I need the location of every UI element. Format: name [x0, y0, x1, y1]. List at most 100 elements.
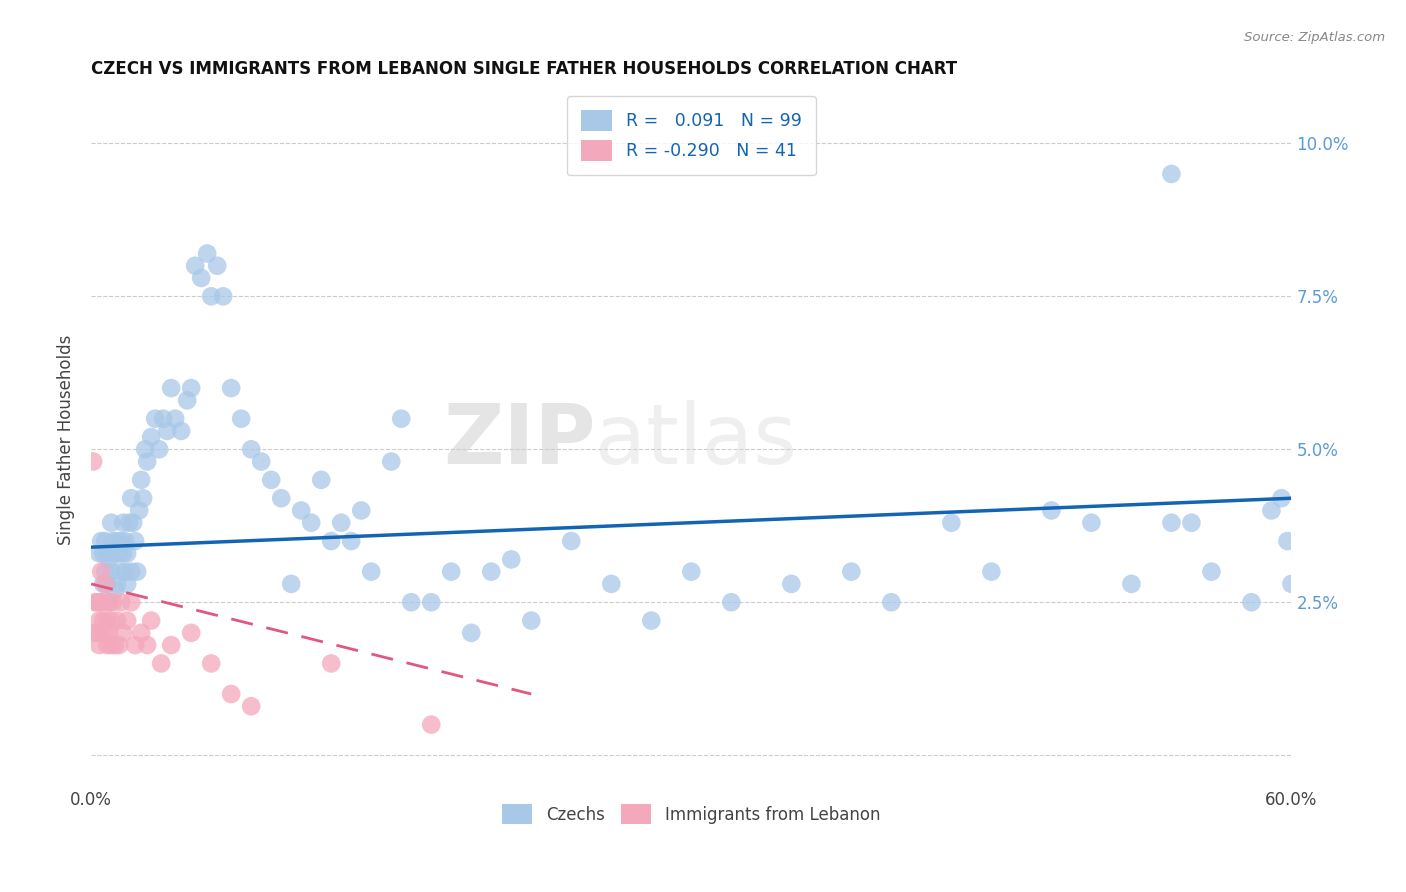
- Point: [86, 625, 108, 640]
- Point: [1201, 565, 1223, 579]
- Point: [290, 503, 312, 517]
- Point: [143, 411, 166, 425]
- Point: [96, 546, 118, 560]
- Text: CZECH VS IMMIGRANTS FROM LEBANON SINGLE FATHER HOUSEHOLDS CORRELATION CHART: CZECH VS IMMIGRANTS FROM LEBANON SINGLE …: [91, 60, 957, 78]
- Point: [84, 625, 107, 640]
- Point: [440, 565, 463, 579]
- Point: [600, 577, 623, 591]
- Point: [127, 565, 149, 579]
- Point: [160, 638, 183, 652]
- Point: [101, 595, 124, 609]
- Point: [90, 534, 112, 549]
- Point: [231, 411, 253, 425]
- Point: [89, 595, 111, 609]
- Point: [720, 595, 742, 609]
- Point: [195, 246, 218, 260]
- Point: [880, 595, 903, 609]
- Point: [340, 534, 363, 549]
- Point: [115, 614, 138, 628]
- Point: [94, 565, 117, 579]
- Point: [115, 546, 138, 560]
- Point: [110, 595, 132, 609]
- Point: [124, 534, 146, 549]
- Point: [128, 503, 150, 517]
- Point: [90, 625, 112, 640]
- Point: [105, 534, 128, 549]
- Point: [112, 516, 135, 530]
- Point: [212, 289, 235, 303]
- Point: [100, 638, 122, 652]
- Point: [180, 381, 202, 395]
- Point: [176, 393, 198, 408]
- Point: [152, 411, 174, 425]
- Point: [108, 638, 131, 652]
- Point: [94, 625, 117, 640]
- Point: [104, 638, 127, 652]
- Point: [165, 411, 187, 425]
- Point: [91, 546, 114, 560]
- Point: [120, 491, 142, 506]
- Point: [180, 625, 202, 640]
- Point: [110, 534, 132, 549]
- Point: [1080, 516, 1102, 530]
- Point: [112, 546, 135, 560]
- Point: [91, 614, 114, 628]
- Point: [108, 546, 131, 560]
- Point: [260, 473, 283, 487]
- Point: [114, 565, 136, 579]
- Point: [420, 595, 443, 609]
- Point: [240, 442, 263, 457]
- Point: [350, 503, 373, 517]
- Point: [205, 259, 228, 273]
- Point: [120, 565, 142, 579]
- Legend: Czechs, Immigrants from Lebanon: Czechs, Immigrants from Lebanon: [494, 796, 889, 833]
- Y-axis label: Single Father Households: Single Father Households: [58, 334, 75, 545]
- Point: [1277, 534, 1299, 549]
- Point: [1260, 503, 1282, 517]
- Text: atlas: atlas: [595, 400, 797, 481]
- Point: [399, 595, 422, 609]
- Point: [330, 516, 353, 530]
- Point: [219, 381, 242, 395]
- Point: [94, 534, 117, 549]
- Point: [86, 595, 108, 609]
- Point: [105, 614, 128, 628]
- Point: [89, 638, 111, 652]
- Point: [112, 625, 135, 640]
- Point: [250, 454, 273, 468]
- Point: [105, 577, 128, 591]
- Point: [389, 411, 412, 425]
- Point: [98, 552, 121, 566]
- Point: [156, 424, 179, 438]
- Point: [270, 491, 292, 506]
- Point: [280, 577, 302, 591]
- Point: [1160, 167, 1182, 181]
- Point: [360, 565, 382, 579]
- Point: [90, 595, 112, 609]
- Point: [100, 516, 122, 530]
- Point: [129, 625, 152, 640]
- Point: [84, 595, 107, 609]
- Point: [190, 271, 212, 285]
- Point: [1240, 595, 1263, 609]
- Point: [98, 625, 121, 640]
- Point: [460, 625, 482, 640]
- Point: [115, 577, 138, 591]
- Point: [520, 614, 543, 628]
- Point: [132, 491, 155, 506]
- Point: [200, 657, 222, 671]
- Point: [96, 614, 118, 628]
- Point: [479, 565, 502, 579]
- Point: [120, 595, 142, 609]
- Point: [1040, 503, 1063, 517]
- Point: [96, 638, 118, 652]
- Point: [101, 534, 124, 549]
- Point: [89, 614, 111, 628]
- Text: Source: ZipAtlas.com: Source: ZipAtlas.com: [1244, 31, 1385, 45]
- Point: [501, 552, 523, 566]
- Point: [104, 546, 127, 560]
- Point: [141, 614, 163, 628]
- Point: [91, 595, 114, 609]
- Point: [1121, 577, 1143, 591]
- Point: [129, 473, 152, 487]
